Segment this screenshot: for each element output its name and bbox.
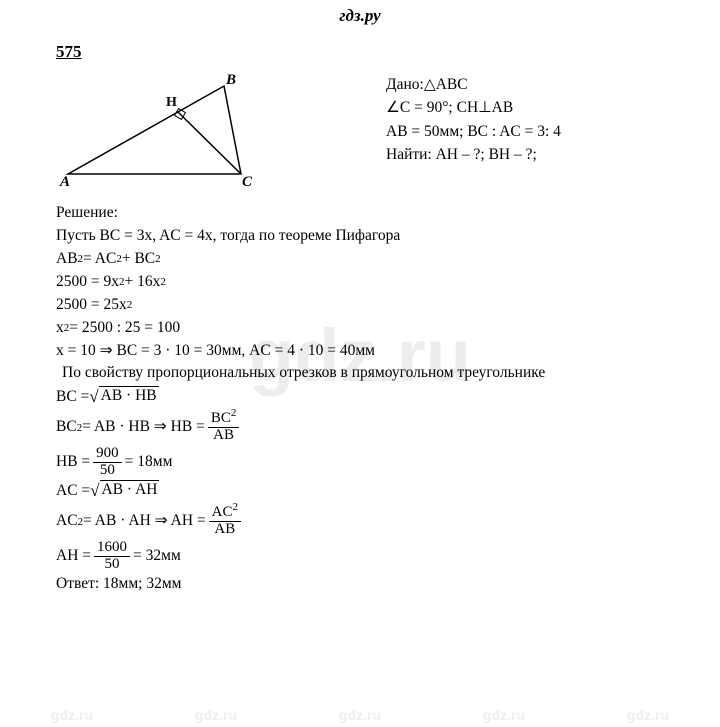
label-A: A [59, 174, 70, 190]
step-6: x = 10 ⇒ BC = 3 · 10 = 30мм, AC = 4 · 10… [56, 341, 672, 362]
watermark-footer: gdz.ru gdz.ru gdz.ru gdz.ru gdz.ru [0, 707, 720, 723]
label-H: H [166, 95, 177, 110]
wm-5: gdz.ru [627, 707, 669, 723]
step-5: x2 = 2500 : 25 = 100 [56, 318, 672, 339]
step-3: 2500 = 9x2 + 16x2 [56, 272, 672, 293]
solution-block: Решение: Пусть BC = 3x, AC = 4x, тогда п… [56, 203, 672, 595]
wm-2: gdz.ru [195, 707, 237, 723]
wm-1: gdz.ru [51, 707, 93, 723]
step-11: AC = AB · AH [56, 480, 672, 503]
step-13: AH = 1600 50 = 32мм [56, 540, 672, 573]
step-10: HB = 900 50 = 18мм [56, 446, 672, 479]
given-line-2: ∠C = 90°; CH⊥AB [386, 97, 561, 118]
triangle-diagram: A B C H [56, 72, 276, 197]
solution-heading: Решение: [56, 203, 672, 224]
label-C: C [242, 174, 253, 190]
step-2: AB2 = AC2 + BC2 [56, 249, 672, 270]
step-7: По свойству пропорциональных отрезков в … [62, 363, 672, 384]
given-line-4: Найти: AH – ?; BH – ?; [386, 144, 561, 165]
step-9: BC2 = AB · HB ⇒ HB = BC2 AB [56, 411, 672, 444]
content: 575 A B C H Дано: △ABC ∠C = 90°; C [0, 26, 720, 595]
step-12: AC2 = AB · AH ⇒ AH = AC2 AB [56, 505, 672, 538]
wm-3: gdz.ru [339, 707, 381, 723]
given-line-3: AB = 50мм; BC : AC = 3: 4 [386, 121, 561, 142]
wm-4: gdz.ru [483, 707, 525, 723]
problem-number: 575 [56, 42, 672, 62]
label-B: B [225, 72, 236, 88]
answer: Ответ: 18мм; 32мм [56, 574, 672, 595]
given-line-1: Дано: △ABC [386, 74, 561, 95]
step-4: 2500 = 25x2 [56, 295, 672, 316]
step-1: Пусть BC = 3x, AC = 4x, тогда по теореме… [56, 226, 672, 247]
given-block: Дано: △ABC ∠C = 90°; CH⊥AB AB = 50мм; BC… [386, 72, 561, 168]
step-8: BC = AB · HB [56, 386, 672, 409]
site-header: гдз.ру [0, 0, 720, 26]
top-row: A B C H Дано: △ABC ∠C = 90°; CH⊥AB AB = … [56, 72, 672, 197]
